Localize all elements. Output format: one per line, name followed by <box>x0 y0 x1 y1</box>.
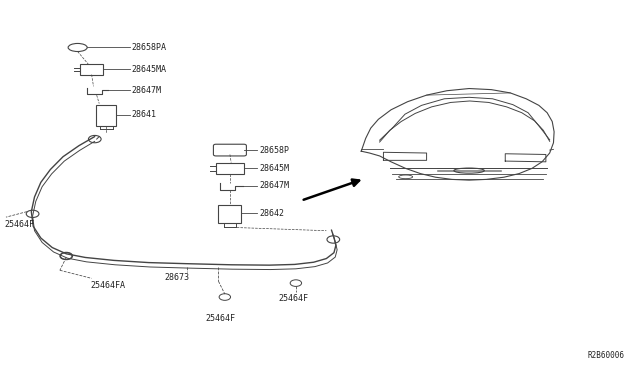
Text: 25464F: 25464F <box>279 294 308 303</box>
Text: 25464F: 25464F <box>206 314 236 323</box>
Text: 28645MA: 28645MA <box>132 65 166 74</box>
Text: 25464F: 25464F <box>4 220 34 229</box>
Text: 28645M: 28645M <box>259 164 289 173</box>
Text: 28642: 28642 <box>259 209 284 218</box>
Text: 28673: 28673 <box>164 273 189 282</box>
Text: 25464FA: 25464FA <box>90 280 125 289</box>
Text: 28658PA: 28658PA <box>132 43 166 52</box>
Text: 28647M: 28647M <box>132 86 161 95</box>
Text: R2B60006: R2B60006 <box>588 351 625 360</box>
Text: 28647M: 28647M <box>259 181 289 190</box>
Text: 28658P: 28658P <box>259 145 289 155</box>
Text: 28641: 28641 <box>132 110 157 119</box>
